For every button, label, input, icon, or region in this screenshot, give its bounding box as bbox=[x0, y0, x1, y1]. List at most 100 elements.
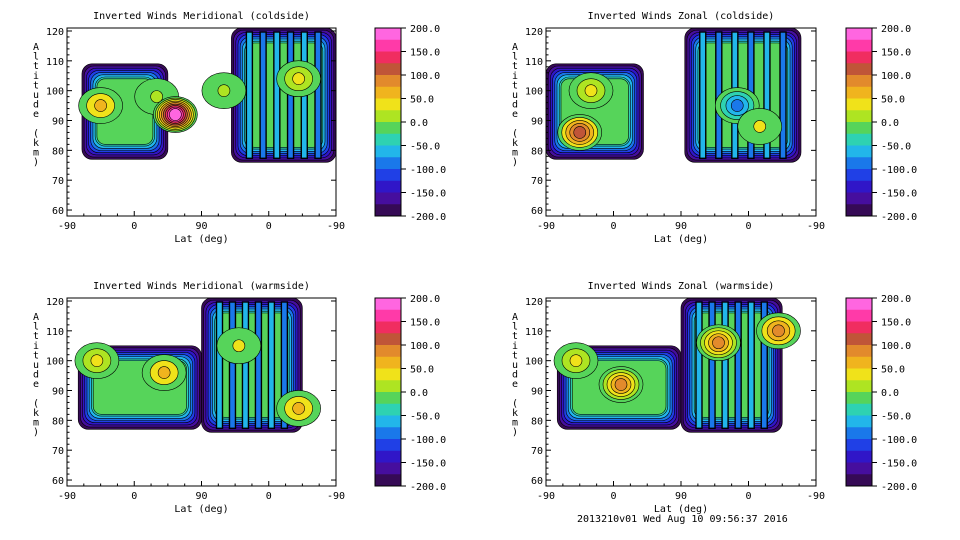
contour-level bbox=[90, 354, 104, 367]
colorbar-swatch bbox=[375, 39, 401, 52]
x-tick-label: -90 bbox=[537, 221, 555, 232]
contour-line bbox=[695, 301, 703, 429]
contour-level bbox=[232, 339, 246, 353]
colorbar-swatch bbox=[846, 39, 872, 52]
colorbar-label: 50.0 bbox=[410, 95, 434, 106]
x-tick-label: -90 bbox=[807, 221, 825, 232]
y-tick-label: 100 bbox=[525, 357, 543, 368]
colorbar-label: -100.0 bbox=[881, 435, 917, 446]
colorbar-label: 0.0 bbox=[410, 118, 428, 129]
contour-level bbox=[614, 378, 628, 391]
colorbar-label: 150.0 bbox=[410, 318, 440, 329]
colorbar-swatch bbox=[375, 321, 401, 334]
contour-level bbox=[573, 126, 587, 139]
y-tick-label: 60 bbox=[52, 206, 64, 217]
colorbar-label: 100.0 bbox=[881, 71, 911, 82]
y-tick-label: 120 bbox=[46, 297, 64, 308]
colorbar-swatch bbox=[375, 180, 401, 193]
colorbar-swatch bbox=[846, 356, 872, 369]
colorbar-label: -100.0 bbox=[410, 435, 446, 446]
colorbar-swatch bbox=[846, 427, 872, 440]
colorbar-label: -150.0 bbox=[881, 459, 917, 470]
y-tick-label: 80 bbox=[52, 146, 64, 157]
x-tick-label: 90 bbox=[675, 491, 687, 502]
y-tick-label: 90 bbox=[52, 117, 64, 128]
chart-panel-3: Inverted Winds Meridional (warmside) 60 70… bbox=[33, 281, 446, 515]
contour-band bbox=[246, 42, 322, 148]
x-tick-label: 0 bbox=[131, 491, 137, 502]
colorbar-swatch bbox=[846, 98, 872, 111]
colorbar-swatch bbox=[846, 298, 872, 311]
contour-level bbox=[772, 324, 785, 338]
colorbar-swatch bbox=[846, 86, 872, 99]
contour-level bbox=[292, 402, 305, 415]
contour-blob bbox=[696, 324, 741, 362]
colorbar-label: -200.0 bbox=[410, 482, 446, 493]
contour-band bbox=[216, 312, 288, 418]
colorbar-swatch bbox=[846, 110, 872, 123]
contour-blob bbox=[276, 60, 321, 98]
colorbar-swatch bbox=[375, 122, 401, 135]
contour-level bbox=[292, 72, 305, 86]
colorbar-label: -50.0 bbox=[410, 142, 440, 153]
colorbar-swatch bbox=[846, 368, 872, 381]
colorbar-swatch bbox=[375, 309, 401, 322]
colorbar-swatch bbox=[375, 75, 401, 88]
colorbar-swatch bbox=[375, 450, 401, 463]
contour-blob bbox=[598, 366, 644, 403]
colorbar-label: 100.0 bbox=[410, 71, 440, 82]
contour-line bbox=[254, 301, 263, 429]
y-tick-label: 120 bbox=[46, 27, 64, 38]
colorbar-label: -200.0 bbox=[410, 212, 446, 223]
contour-line bbox=[228, 301, 237, 429]
contour-line bbox=[699, 31, 707, 159]
y-tick-label: 60 bbox=[531, 206, 543, 217]
contour-line bbox=[280, 301, 289, 429]
y-tick-label: 90 bbox=[52, 387, 64, 398]
y-tick-label: 80 bbox=[531, 416, 543, 427]
colorbar-swatch bbox=[846, 145, 872, 158]
plot-area bbox=[553, 298, 801, 433]
colorbar-swatch bbox=[375, 204, 401, 217]
x-tick-label: 0 bbox=[266, 491, 272, 502]
contour-line bbox=[241, 301, 250, 429]
x-tick-label: -90 bbox=[807, 491, 825, 502]
contour-blob bbox=[557, 114, 603, 151]
colorbar-label: 0.0 bbox=[881, 388, 899, 399]
contour-blob bbox=[737, 108, 783, 145]
colorbar-swatch bbox=[375, 192, 401, 205]
x-tick-label: 0 bbox=[131, 221, 137, 232]
x-axis-label: Lat (deg) bbox=[174, 234, 228, 245]
y-tick-label: 70 bbox=[52, 446, 64, 457]
colorbar-swatch bbox=[846, 333, 872, 346]
x-tick-label: -90 bbox=[58, 221, 76, 232]
colorbar-swatch bbox=[846, 439, 872, 452]
colorbar: 200.0 150.0 100.0 50.0 0.0 -50.0 -100.0 -150.0 -… bbox=[374, 24, 446, 223]
data-region-right bbox=[231, 28, 336, 163]
colorbar: 200.0 150.0 100.0 50.0 0.0 -50.0 -100.0 -150.0 -… bbox=[845, 24, 917, 223]
chart-title: Inverted Winds Meridional (coldside) bbox=[93, 11, 310, 22]
y-tick-label: 90 bbox=[531, 387, 543, 398]
x-tick-label: 0 bbox=[266, 221, 272, 232]
colorbar-label: -200.0 bbox=[881, 482, 917, 493]
contour-level bbox=[169, 108, 182, 121]
colorbar-swatch bbox=[375, 474, 401, 487]
colorbar: 200.0 150.0 100.0 50.0 0.0 -50.0 -100.0 -150.0 -… bbox=[374, 294, 446, 493]
contour-level bbox=[753, 120, 767, 133]
colorbar-swatch bbox=[375, 98, 401, 111]
contour-blob bbox=[141, 354, 187, 391]
colorbar-swatch bbox=[846, 75, 872, 88]
colorbar-label: 150.0 bbox=[881, 48, 911, 59]
contour-line bbox=[721, 301, 729, 429]
colorbar-swatch bbox=[375, 403, 401, 416]
colorbar-swatch bbox=[846, 380, 872, 393]
colorbar-label: 50.0 bbox=[881, 95, 905, 106]
colorbar-swatch bbox=[375, 298, 401, 311]
contour-blob bbox=[153, 96, 198, 133]
colorbar-label: 200.0 bbox=[881, 24, 911, 35]
chart-panel-4: Inverted Winds Zonal (warmside) 60 70 80 90 1… bbox=[512, 281, 917, 515]
colorbar: 200.0 150.0 100.0 50.0 0.0 -50.0 -100.0 -150.0 -… bbox=[845, 294, 917, 493]
y-tick-label: 70 bbox=[531, 176, 543, 187]
